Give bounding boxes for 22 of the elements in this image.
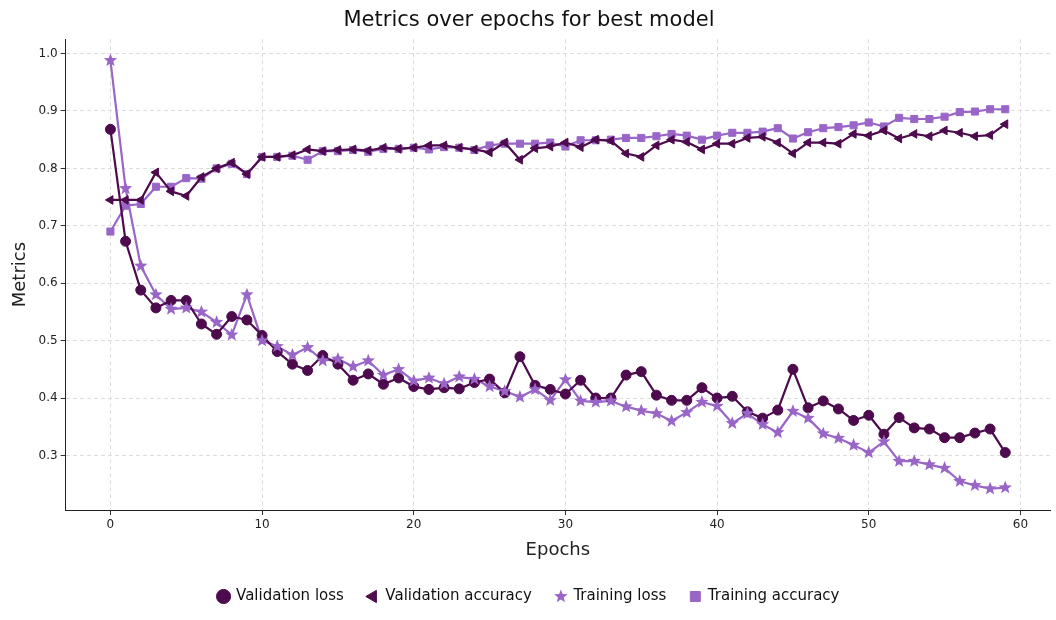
x-tick-label: 0 [106, 517, 115, 532]
legend-label: Training loss [572, 586, 667, 605]
x-tick-label: 40 [709, 517, 725, 532]
x-tick-label: 10 [254, 517, 270, 532]
legend-label: Validation loss [236, 586, 345, 605]
y-tick-label: 0.6 [38, 275, 58, 290]
y-tick-label: 1.0 [38, 45, 58, 60]
x-tick-label: 30 [557, 517, 574, 532]
y-tick-label: 0.4 [38, 390, 58, 405]
y-tick-label: 0.5 [38, 332, 58, 347]
legend-label: Validation accuracy [385, 586, 533, 605]
y-tick-label: 0.3 [38, 447, 58, 462]
x-tick-label: 20 [406, 517, 422, 532]
x-tick-label: 60 [1012, 517, 1029, 532]
y-tick-label: 0.8 [38, 160, 58, 175]
legend-label: Training accuracy [706, 586, 840, 605]
y-tick-label: 0.7 [38, 217, 58, 232]
y-tick-label: 0.9 [38, 103, 58, 118]
x-axis-title: Epochs [525, 537, 591, 559]
chart-title: Metrics over epochs for best model [343, 7, 715, 32]
y-axis-title: Metrics [8, 241, 30, 308]
x-tick-label: 50 [861, 517, 877, 532]
